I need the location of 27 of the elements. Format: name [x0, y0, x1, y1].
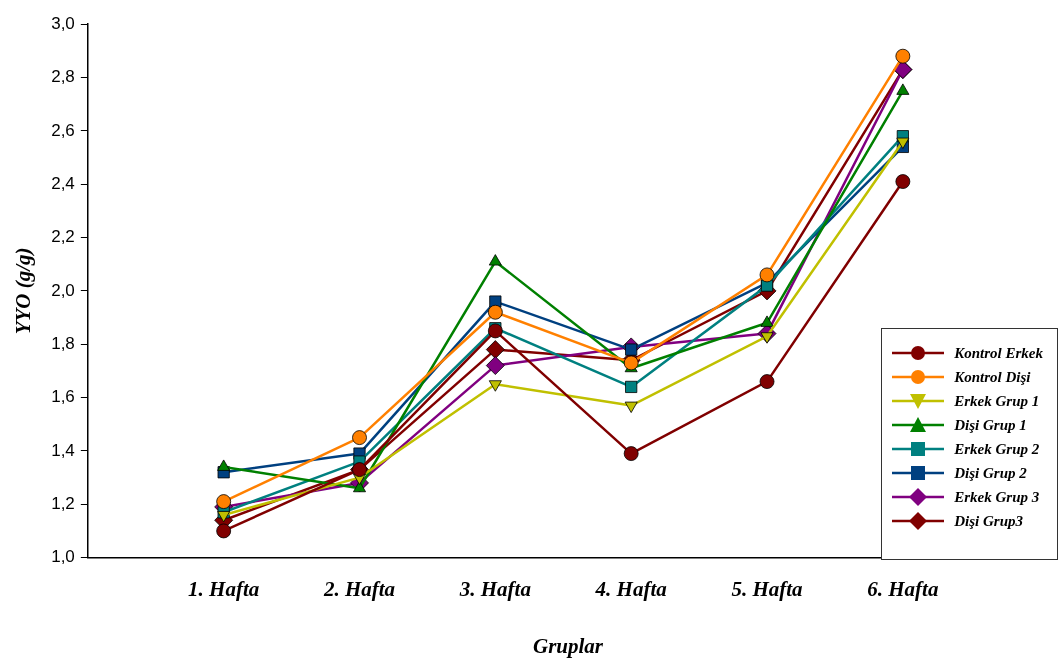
- x-tick-label: 2. Hafta: [322, 576, 396, 601]
- y-axis-title: YYO (g/g): [11, 247, 36, 335]
- y-tick-label: 2,4: [51, 173, 75, 193]
- x-tick-label: 6. Hafta: [867, 576, 939, 601]
- y-tick-label: 3,0: [51, 13, 75, 33]
- x-tick-label: 1. Hafta: [188, 576, 260, 601]
- y-tick-label: 1,0: [51, 547, 75, 567]
- legend-label: Erkek Grup 3: [954, 488, 1040, 506]
- legend-label: Dişi Grup 1: [954, 416, 1027, 434]
- y-tick-label: 1,2: [51, 493, 75, 513]
- legend-label: Erkek Grup 2: [954, 440, 1040, 458]
- legend-label: Dişi Grup 2: [954, 464, 1027, 482]
- x-tick-label: 5. Hafta: [731, 576, 803, 601]
- y-tick-label: 2,8: [51, 67, 75, 87]
- y-tick-label: 2,2: [51, 227, 75, 247]
- legend-label: Kontrol Dişi: [954, 368, 1031, 386]
- y-tick-label: 1,4: [51, 440, 75, 460]
- y-tick-label: 2,6: [51, 120, 75, 140]
- y-tick-label: 2,0: [51, 280, 75, 300]
- y-tick-label: 1,8: [51, 333, 75, 353]
- x-axis-title: Gruplar: [533, 633, 604, 658]
- x-tick-label: 3. Hafta: [458, 576, 531, 601]
- legend-label: Dişi Grup3: [954, 512, 1023, 530]
- legend-label: Erkek Grup 1: [954, 392, 1040, 410]
- legend-label: Kontrol Erkek: [954, 344, 1043, 362]
- y-tick-label: 1,6: [51, 387, 75, 407]
- x-tick-label: 4. Hafta: [594, 576, 667, 601]
